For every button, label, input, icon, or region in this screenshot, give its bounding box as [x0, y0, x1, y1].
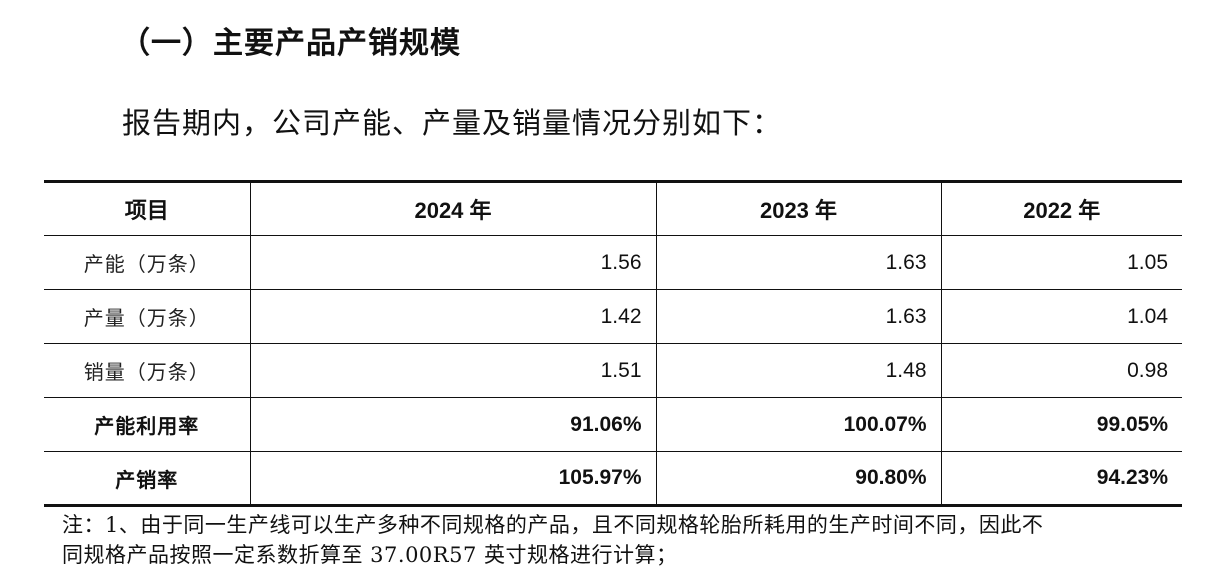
cell-value: 1.42 [249, 289, 656, 344]
table-row: 产量（万条） 1.42 1.63 1.04 [44, 289, 1182, 344]
cell-value: 1.51 [249, 343, 656, 398]
row-label-capacity: 产能（万条） [44, 235, 250, 290]
header-2024: 2024 年 [249, 180, 656, 236]
footnote-line-1: 注：1、由于同一生产线可以生产多种不同规格的产品，且不同规格轮胎所耗用的生产时间… [62, 513, 1044, 537]
cell-value: 91.06% [249, 397, 656, 452]
section-title: （一）主要产品产销规模 [120, 26, 461, 61]
row-label-sales: 销量（万条） [44, 343, 250, 398]
cell-value: 0.98 [940, 343, 1182, 398]
cell-value: 99.05% [940, 397, 1182, 452]
table-row: 产销率 105.97% 90.80% 94.23% [44, 451, 1182, 507]
header-item: 项目 [44, 180, 250, 236]
cell-value: 1.48 [655, 343, 941, 398]
table-header-row: 项目 2024 年 2023 年 2022 年 [44, 180, 1182, 236]
cell-value: 105.97% [249, 451, 656, 507]
row-label-sales-rate: 产销率 [44, 451, 250, 507]
production-sales-table: 项目 2024 年 2023 年 2022 年 产能（万条） 1.56 1.63… [44, 180, 1182, 507]
table-row: 销量（万条） 1.51 1.48 0.98 [44, 343, 1182, 398]
cell-value: 1.05 [940, 235, 1182, 290]
row-label-capacity-utilization: 产能利用率 [44, 397, 250, 452]
header-2023: 2023 年 [655, 180, 941, 236]
table-footnote: 注：1、由于同一生产线可以生产多种不同规格的产品，且不同规格轮胎所耗用的生产时间… [62, 510, 1172, 570]
cell-value: 1.63 [655, 235, 941, 290]
intro-paragraph: 报告期内，公司产能、产量及销量情况分别如下： [122, 106, 783, 140]
cell-value: 1.63 [655, 289, 941, 344]
cell-value: 94.23% [940, 451, 1182, 507]
cell-value: 1.56 [249, 235, 656, 290]
footnote-line-2: 同规格产品按照一定系数折算至 37.00R57 英寸规格进行计算； [62, 543, 678, 567]
table-row: 产能利用率 91.06% 100.07% 99.05% [44, 397, 1182, 452]
row-label-output: 产量（万条） [44, 289, 250, 344]
table-row: 产能（万条） 1.56 1.63 1.05 [44, 235, 1182, 290]
cell-value: 100.07% [655, 397, 941, 452]
header-2022: 2022 年 [940, 180, 1182, 236]
cell-value: 1.04 [940, 289, 1182, 344]
cell-value: 90.80% [655, 451, 941, 507]
